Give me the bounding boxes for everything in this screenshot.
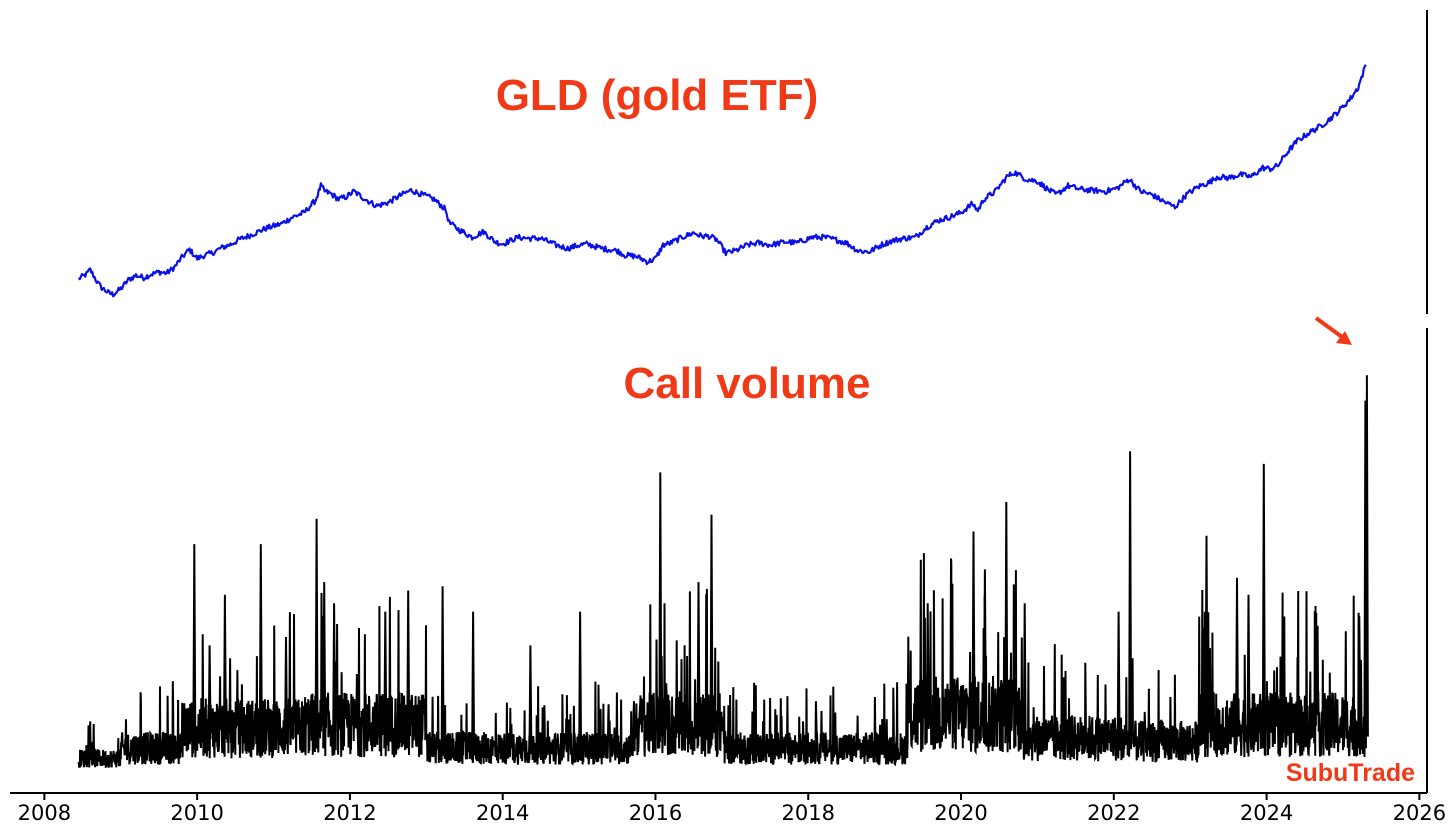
- watermark-subutrade: SubuTrade: [1286, 759, 1415, 787]
- x-axis-ticks: 2008 2010 2012 2014 2016 2018 2020 2022 2024 2026: [18, 793, 1446, 825]
- x-tick-label: 2018: [782, 801, 835, 825]
- x-tick-label: 2014: [476, 801, 529, 825]
- call-volume-title: Call volume: [624, 359, 871, 408]
- gld-title: GLD (gold ETF): [496, 71, 819, 120]
- spike-arrow: [1314, 316, 1352, 345]
- x-tick-label: 2026: [1393, 801, 1446, 825]
- gld-price-line: [77, 64, 1367, 298]
- x-tick-label: 2022: [1087, 801, 1140, 825]
- x-tick-label: 2010: [170, 801, 223, 825]
- x-tick-label: 2008: [18, 801, 71, 825]
- x-tick-label: 2016: [629, 801, 682, 825]
- arrow-shaft: [1314, 316, 1344, 339]
- gld-panel: GLD (gold ETF): [77, 10, 1428, 314]
- call-volume-panel: 2008 2010 2012 2014 2016 2018 2020 2022 2024 2026…: [10, 316, 1446, 825]
- x-tick-label: 2012: [323, 801, 376, 825]
- arrow-head: [1336, 331, 1352, 345]
- call-volume-line: [77, 375, 1369, 769]
- x-tick-label: 2024: [1240, 801, 1293, 825]
- x-tick-label: 2020: [934, 801, 987, 825]
